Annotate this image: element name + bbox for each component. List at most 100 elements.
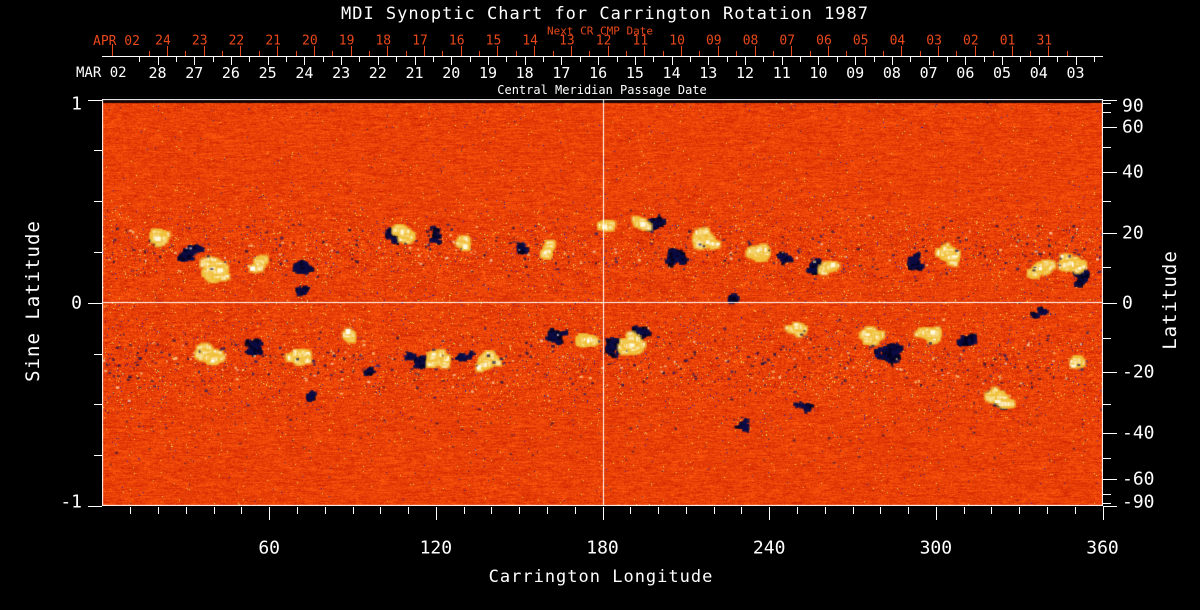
tick-mark bbox=[185, 51, 187, 56]
tick-mark bbox=[991, 507, 993, 514]
top-date-label: 15 bbox=[485, 33, 502, 49]
tick-mark bbox=[203, 46, 205, 56]
tick-mark bbox=[846, 51, 848, 56]
tick-mark bbox=[158, 507, 160, 514]
tick-mark bbox=[519, 507, 521, 514]
latitude-tick-label: 40 bbox=[1122, 161, 1144, 183]
x-tick-label: 300 bbox=[919, 537, 953, 559]
cmp-date-label: 14 bbox=[662, 63, 681, 82]
x-axis-title: Carrington Longitude bbox=[488, 567, 714, 587]
tick-mark bbox=[855, 57, 857, 65]
cmp-date-label: 06 bbox=[956, 63, 975, 82]
tick-mark bbox=[258, 51, 260, 56]
top-date-label: 07 bbox=[779, 33, 796, 49]
tick-mark bbox=[451, 57, 453, 65]
top-date-label: 05 bbox=[852, 33, 869, 49]
tick-mark bbox=[368, 51, 370, 56]
tick-mark bbox=[1103, 506, 1117, 507]
tick-mark bbox=[763, 57, 765, 62]
cmp-axis-line bbox=[102, 56, 1103, 57]
tick-mark bbox=[699, 51, 701, 56]
tick-mark bbox=[589, 51, 591, 56]
tick-mark bbox=[506, 57, 508, 62]
cmp-date-label: 12 bbox=[735, 63, 755, 82]
sine-latitude-tick-label: 0 bbox=[71, 292, 82, 314]
tick-mark bbox=[827, 46, 829, 56]
tick-mark bbox=[908, 507, 910, 514]
tick-mark bbox=[983, 57, 985, 62]
tick-mark bbox=[726, 57, 728, 62]
tick-mark bbox=[956, 51, 958, 56]
tick-mark bbox=[463, 507, 465, 514]
tick-mark bbox=[965, 57, 967, 65]
tick-mark bbox=[880, 507, 882, 514]
tick-mark bbox=[685, 507, 687, 514]
tick-mark bbox=[1019, 507, 1021, 514]
tick-mark bbox=[901, 46, 903, 56]
tick-mark bbox=[772, 51, 774, 56]
tick-mark bbox=[935, 507, 937, 520]
tick-mark bbox=[1002, 57, 1004, 65]
latitude-tick-label: -40 bbox=[1122, 422, 1155, 444]
tick-mark bbox=[249, 57, 251, 62]
tick-mark bbox=[269, 507, 271, 520]
cmp-date-label: 04 bbox=[1029, 63, 1048, 82]
cmp-date-label: 07 bbox=[919, 63, 938, 82]
latitude-tick-label: -60 bbox=[1122, 468, 1155, 490]
tick-mark bbox=[963, 507, 965, 514]
tick-mark bbox=[88, 506, 102, 507]
tick-mark bbox=[222, 51, 224, 56]
tick-mark bbox=[286, 57, 288, 62]
tick-mark bbox=[396, 57, 398, 62]
tick-mark bbox=[579, 57, 581, 62]
tick-mark bbox=[873, 57, 875, 62]
tick-mark bbox=[891, 57, 893, 65]
top-date-label: 24 bbox=[155, 33, 171, 49]
x-tick-label: 60 bbox=[258, 537, 280, 559]
top-date-label: 10 bbox=[669, 33, 685, 49]
tick-mark bbox=[662, 51, 664, 56]
tick-mark bbox=[791, 46, 793, 56]
top-date-label: 23 bbox=[191, 33, 208, 49]
tick-mark bbox=[883, 51, 885, 56]
cmp-month-label: MAR 02 bbox=[76, 65, 127, 81]
tick-mark bbox=[515, 51, 517, 56]
tick-mark bbox=[359, 57, 361, 62]
tick-mark bbox=[769, 507, 771, 520]
top-date-label: 12 bbox=[595, 33, 612, 49]
tick-mark bbox=[598, 57, 600, 65]
tick-mark bbox=[148, 51, 150, 56]
tick-mark bbox=[653, 57, 655, 62]
tick-mark bbox=[175, 57, 177, 62]
magnetogram-image bbox=[102, 99, 1103, 506]
tick-mark bbox=[938, 46, 940, 56]
tick-mark bbox=[460, 46, 462, 56]
tick-mark bbox=[1011, 46, 1013, 56]
tick-mark bbox=[332, 51, 334, 56]
sine-latitude-tick-label: 1 bbox=[71, 93, 82, 114]
top-date-label: 11 bbox=[632, 33, 649, 49]
cmp-axis-title: Central Meridian Passage Date bbox=[497, 83, 707, 97]
next-cr-cmp-date-label: Next CR CMP Date bbox=[547, 24, 653, 38]
tick-mark bbox=[546, 507, 548, 514]
sine-latitude-tick-label: -1 bbox=[60, 491, 82, 513]
tick-mark bbox=[836, 57, 838, 62]
tick-mark bbox=[543, 57, 545, 62]
tick-mark bbox=[1103, 201, 1111, 203]
tick-mark bbox=[1057, 57, 1059, 62]
tick-mark bbox=[94, 251, 102, 253]
top-date-label: 01 bbox=[999, 33, 1016, 49]
tick-mark bbox=[574, 507, 576, 514]
tick-mark bbox=[602, 507, 604, 520]
chart-title: MDI Synoptic Chart for Carrington Rotati… bbox=[340, 4, 870, 24]
y-axis-left-title: Sine Latitude bbox=[22, 220, 44, 382]
top-date-label: 14 bbox=[522, 33, 539, 49]
tick-mark bbox=[616, 57, 618, 62]
tick-mark bbox=[658, 507, 660, 514]
tick-mark bbox=[491, 507, 493, 514]
cmp-date-label: 03 bbox=[1066, 63, 1085, 82]
tick-mark bbox=[1103, 147, 1111, 149]
tick-mark bbox=[167, 46, 168, 56]
top-date-label: 09 bbox=[705, 33, 722, 49]
